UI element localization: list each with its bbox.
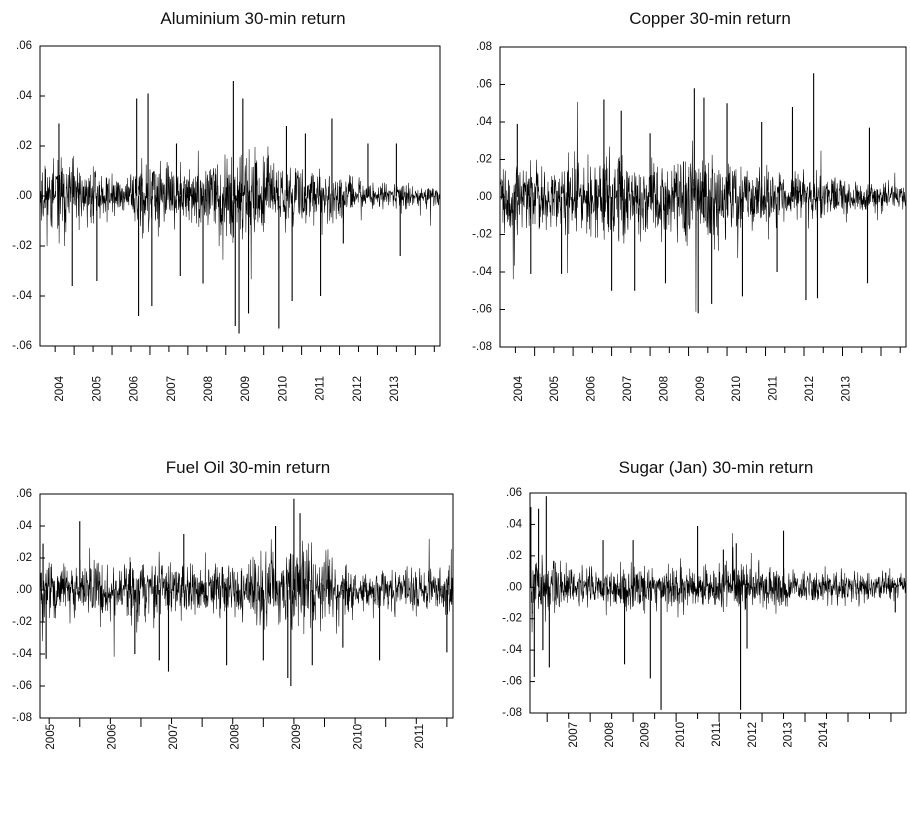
plot-frame [529,492,907,714]
x-tick-label: 2012 [804,376,816,402]
panel-title: Sugar (Jan) 30-min return [619,458,814,477]
x-tick-label: 2005 [549,376,561,402]
x-tick-label: 2012 [747,722,759,748]
y-tick-label: .04 [16,520,33,532]
x-tick-label: 2014 [818,721,830,747]
y-tick-label: .02 [16,140,32,152]
x-tick-label: 2010 [277,376,289,402]
y-axis: .06 .04 .02 .00 -.02 -.04 -.06 [12,40,32,352]
x-tick-label: 2008 [203,376,215,402]
y-tick-label: -.06 [472,304,492,316]
plot-area [499,46,907,356]
panel-fuel-oil: Fuel Oil 30-min return .06 .04 .02 .00 -… [12,458,426,750]
x-axis: 2007 2008 2009 2010 2011 2012 2013 2014 [568,721,830,747]
y-tick-label: .06 [476,79,492,91]
x-tick-label: 2011 [315,376,327,401]
x-tick-label: 2009 [240,376,252,402]
x-tick-label: 2011 [711,722,723,747]
x-axis: 2005 2006 2007 2008 2009 2010 2011 [45,724,426,750]
panel-title: Fuel Oil 30-min return [166,458,330,477]
x-axis: 2004 2005 2006 2007 2008 2009 2010 2011 … [513,375,853,401]
panel-sugar: Sugar (Jan) 30-min return .06 .04 .02 .0… [502,458,830,748]
panel-copper: Copper 30-min return .08 .06 .04 .02 .00… [472,9,852,402]
y-tick-label: .00 [506,581,522,593]
y-tick-label: .06 [16,488,32,500]
panel-aluminium: Aluminium 30-min return .06 .04 .02 .00 … [12,9,401,402]
y-tick-label: .04 [506,518,523,530]
y-axis: .06 .04 .02 .00 -.02 -.04 -.06 -.08 [12,488,32,724]
x-tick-label: 2011 [768,376,780,401]
panel-title: Aluminium 30-min return [160,9,345,28]
x-tick-label: 2008 [604,722,616,748]
x-tick-label: 2006 [107,724,119,750]
x-tick-label: 2005 [45,724,57,750]
y-tick-label: -.04 [12,648,32,660]
x-tick-label: 2004 [54,375,66,401]
y-tick-label: -.02 [12,240,32,252]
x-tick-label: 2008 [658,376,670,402]
x-tick-label: 2007 [568,722,580,748]
return-series-line [39,146,441,280]
return-series-line [529,533,907,633]
plot-frame [39,493,454,719]
y-tick-label: -.02 [472,229,492,241]
plot-area [39,493,454,727]
return-series-line [499,101,907,312]
y-tick-label: .00 [16,190,32,202]
return-series-line [39,538,454,657]
y-tick-label: -.06 [12,340,32,352]
y-tick-label: .00 [16,584,32,596]
y-tick-label: .02 [16,552,32,564]
y-tick-label: -.08 [502,707,522,719]
x-tick-label: 2005 [91,376,103,402]
y-axis: .08 .06 .04 .02 .00 -.02 -.04 -.06 -.08 [472,41,492,353]
x-tick-label: 2010 [731,376,743,402]
y-tick-label: -.02 [502,613,522,625]
y-tick-label: -.06 [502,676,522,688]
plot-area [39,45,441,355]
x-tick-label: 2009 [291,724,303,750]
y-tick-label: -.04 [12,290,32,302]
x-tick-label: 2010 [675,722,687,748]
y-tick-label: .02 [506,550,522,562]
x-tick-label: 2008 [230,724,242,750]
y-tick-label: -.08 [472,341,492,353]
y-tick-label: .06 [16,40,32,52]
x-tick-label: 2013 [840,376,852,402]
x-tick-label: 2004 [513,375,525,401]
y-tick-label: .06 [506,487,522,499]
x-tick-label: 2007 [168,724,180,750]
plot-area [529,492,907,722]
x-tick-label: 2009 [695,376,707,402]
y-tick-label: -.04 [502,644,522,656]
y-tick-label: .08 [476,41,492,53]
x-tick-label: 2013 [389,376,401,402]
y-axis: .06 .04 .02 .00 -.02 -.04 -.06 -.08 [502,487,522,719]
x-tick-label: 2011 [414,724,426,749]
panel-title: Copper 30-min return [629,9,791,28]
x-tick-label: 2007 [166,376,178,402]
x-axis: 2004 2005 2006 2007 2008 2009 2010 2011 … [54,375,401,401]
y-tick-label: .04 [476,116,493,128]
y-tick-label: .00 [476,191,492,203]
x-tick-label: 2013 [783,722,795,748]
x-tick-label: 2012 [352,376,364,402]
x-tick-label: 2006 [129,376,141,402]
x-tick-label: 2010 [353,724,365,750]
y-tick-label: -.04 [472,266,492,278]
x-tick-label: 2006 [586,376,598,402]
x-tick-label: 2007 [622,376,634,402]
y-tick-label: -.02 [12,616,32,628]
y-tick-label: -.06 [12,680,32,692]
y-tick-label: .04 [16,90,33,102]
x-tick-label: 2009 [640,722,652,748]
y-tick-label: -.08 [12,712,32,724]
y-tick-label: .02 [476,154,492,166]
